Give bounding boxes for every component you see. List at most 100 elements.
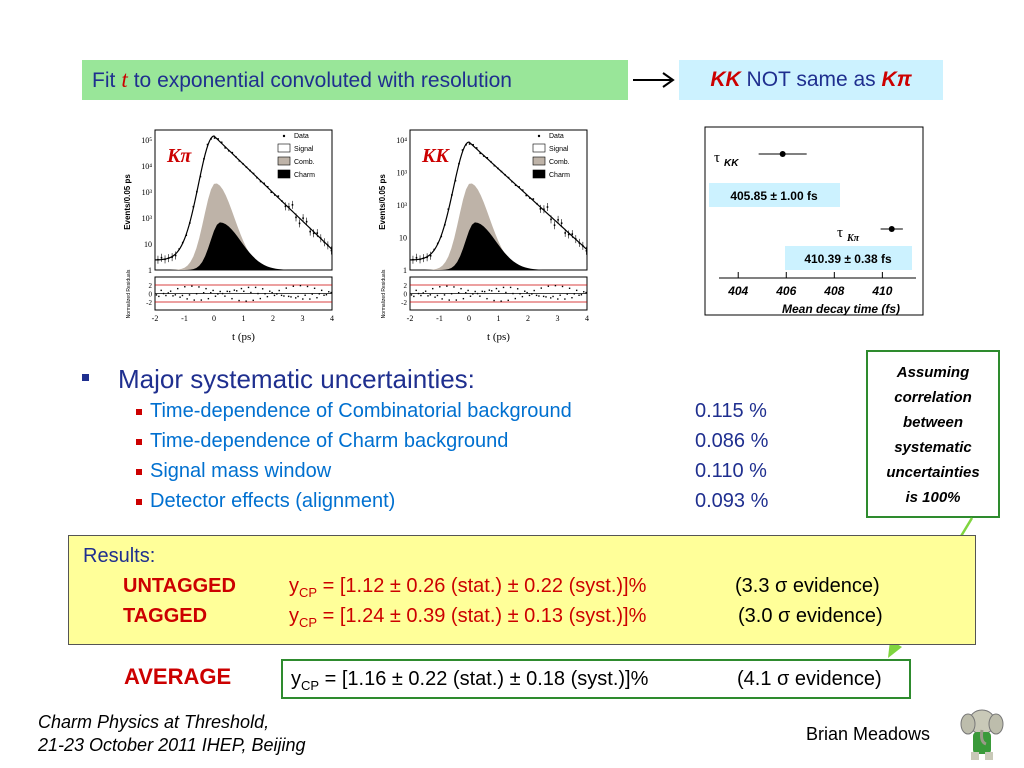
residual-point	[316, 297, 318, 299]
comparison-x-tick-label: 404	[727, 284, 748, 298]
data-point	[213, 137, 216, 139]
data-point	[497, 167, 499, 170]
data-point	[521, 189, 524, 191]
untagged-value: yCP = [1.12 ± 0.26 (stat.) ± 0.22 (syst.…	[289, 575, 647, 600]
legend-label: Signal	[294, 146, 314, 153]
residual-point	[266, 295, 269, 298]
x-tick-label: 3	[301, 314, 305, 323]
residual-point	[231, 297, 233, 300]
residual-point	[252, 299, 254, 302]
data-point	[224, 147, 227, 149]
residual-point	[420, 294, 422, 297]
residual-point	[429, 294, 432, 296]
systematic-item-value: 0.086 %	[695, 430, 769, 452]
legend-swatch	[532, 143, 546, 153]
residual-point	[299, 284, 302, 287]
residual-point	[474, 290, 476, 293]
residual-point	[583, 291, 585, 293]
residual-point	[491, 290, 493, 292]
legend-swatch	[532, 156, 546, 166]
note-line: systematic	[894, 439, 972, 456]
residual-point	[179, 296, 181, 298]
x-tick-label: -2	[152, 314, 159, 323]
residual-point	[550, 297, 552, 299]
residual-point	[238, 299, 240, 302]
data-point	[504, 173, 506, 176]
data-point	[210, 138, 212, 140]
data-point	[270, 191, 273, 194]
residual-point	[233, 289, 236, 291]
residual-point	[214, 295, 217, 297]
data-point	[192, 205, 195, 208]
tagged-evidence: (3.0 σ evidence)	[738, 605, 883, 627]
residual-point	[441, 298, 443, 300]
residual-point	[509, 286, 512, 289]
residual-point	[479, 295, 481, 297]
data-point	[458, 162, 460, 165]
kk-point	[779, 151, 786, 157]
legend-label: Signal	[549, 146, 569, 153]
residual-point	[217, 293, 219, 295]
residual-point	[257, 292, 259, 295]
residual-point	[568, 287, 571, 290]
residual-point	[566, 293, 568, 295]
residual-point	[516, 288, 519, 290]
residual-point	[155, 294, 158, 296]
residual-point	[210, 291, 212, 294]
untagged-label: UNTAGGED	[123, 575, 236, 597]
residual-point	[571, 297, 573, 299]
data-point	[468, 143, 471, 145]
y-tick-label: 10³	[142, 214, 153, 223]
residual-point	[285, 287, 287, 289]
kpi-value: 410.39 ± 0.38 fs	[804, 252, 892, 266]
data-point	[465, 143, 467, 146]
residual-point	[160, 289, 162, 292]
comparison-x-tick-label: 406	[775, 284, 796, 298]
systematic-item-value: 0.110 %	[695, 460, 767, 482]
residual-point	[181, 294, 184, 297]
residual-point	[564, 298, 566, 300]
residual-point	[434, 296, 436, 298]
residual-point	[535, 294, 538, 297]
x-tick-label: 3	[556, 314, 560, 323]
data-point	[454, 179, 457, 182]
charm-area	[184, 222, 321, 270]
decay-time-comparison-plot: 404 406 408 410 Mean decay time (fs) τ KK 405.8…	[704, 126, 924, 316]
residual-point	[554, 284, 557, 287]
systematics-title: Major systematic uncertainties:	[118, 364, 475, 394]
kpi-point	[888, 226, 895, 232]
residual-point	[507, 299, 509, 302]
residual-point	[500, 300, 502, 302]
residual-point	[212, 289, 214, 292]
tau-kk-label: τ	[714, 150, 720, 166]
data-point	[461, 149, 464, 151]
residual-point	[250, 291, 252, 294]
tau-kpi-subscript: Kπ	[846, 233, 860, 244]
x-tick-label: -1	[436, 314, 443, 323]
y-tick-label: 1	[148, 266, 152, 275]
residual-point	[184, 286, 186, 288]
residual-point	[273, 294, 276, 297]
data-point	[249, 169, 251, 172]
y-tick-label: 10	[144, 240, 152, 249]
data-point	[259, 180, 262, 183]
x-axis-label: t (ps)	[232, 331, 255, 343]
data-point	[500, 170, 503, 173]
data-point	[486, 156, 489, 159]
residual-tick-label: 2	[149, 282, 153, 290]
residual-point	[512, 292, 514, 295]
x-tick-label: 4	[330, 314, 334, 323]
residual-point	[259, 297, 262, 300]
residual-point	[552, 295, 554, 298]
residual-point	[165, 294, 167, 297]
residual-point	[193, 299, 195, 301]
residual-point	[472, 293, 474, 295]
note-line: Assuming	[896, 364, 970, 381]
average-label: AVERAGE	[124, 664, 232, 689]
data-point	[451, 194, 453, 196]
data-point	[475, 147, 478, 149]
residual-point	[177, 287, 179, 290]
untagged-evidence: (3.3 σ evidence)	[735, 575, 880, 597]
residual-point	[245, 300, 247, 302]
